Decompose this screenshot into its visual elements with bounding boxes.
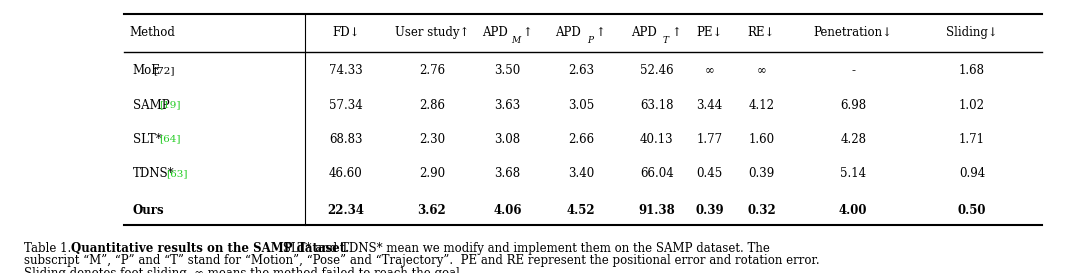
- Text: [64]: [64]: [160, 135, 181, 144]
- Text: 2.63: 2.63: [568, 64, 594, 78]
- Text: 0.32: 0.32: [747, 204, 775, 217]
- Text: [19]: [19]: [160, 101, 181, 109]
- Text: 57.34: 57.34: [328, 99, 363, 112]
- Text: 1.77: 1.77: [697, 133, 723, 146]
- Text: 2.66: 2.66: [568, 133, 594, 146]
- Text: 1.68: 1.68: [959, 64, 985, 78]
- Text: 1.60: 1.60: [748, 133, 774, 146]
- Text: 91.38: 91.38: [638, 204, 675, 217]
- Text: 0.39: 0.39: [748, 167, 774, 180]
- Text: Quantitative results on the SAMP dataset.: Quantitative results on the SAMP dataset…: [71, 242, 350, 255]
- Text: ↑: ↑: [522, 26, 532, 39]
- Text: [72]: [72]: [153, 67, 175, 75]
- Text: 3.68: 3.68: [495, 167, 521, 180]
- Text: 3.50: 3.50: [495, 64, 521, 78]
- Text: APD: APD: [482, 26, 508, 39]
- Text: Ours: Ours: [133, 204, 164, 217]
- Text: Penetration↓: Penetration↓: [813, 26, 893, 39]
- Text: 6.98: 6.98: [840, 99, 866, 112]
- Text: 1.02: 1.02: [959, 99, 985, 112]
- Text: 0.94: 0.94: [959, 167, 985, 180]
- Text: RE↓: RE↓: [747, 26, 775, 39]
- Text: Method: Method: [130, 26, 175, 39]
- Text: 63.18: 63.18: [639, 99, 674, 112]
- Text: 66.04: 66.04: [639, 167, 674, 180]
- Text: SLT* and TDNS* mean we modify and implement them on the SAMP dataset. The: SLT* and TDNS* mean we modify and implem…: [279, 242, 770, 255]
- Text: 4.06: 4.06: [494, 204, 522, 217]
- Text: User study↑: User study↑: [395, 26, 469, 39]
- Text: 4.12: 4.12: [748, 99, 774, 112]
- Text: 3.62: 3.62: [418, 204, 446, 217]
- Text: -: -: [851, 64, 855, 78]
- Text: 2.90: 2.90: [419, 167, 445, 180]
- Text: 1.71: 1.71: [959, 133, 985, 146]
- Text: 2.76: 2.76: [419, 64, 445, 78]
- Text: 4.52: 4.52: [567, 204, 595, 217]
- Text: 4.28: 4.28: [840, 133, 866, 146]
- Text: MoE: MoE: [133, 64, 161, 78]
- Text: ∞: ∞: [756, 64, 767, 78]
- Text: 3.44: 3.44: [697, 99, 723, 112]
- Text: Sliding↓: Sliding↓: [946, 26, 998, 39]
- Text: 68.83: 68.83: [328, 133, 363, 146]
- Text: 52.46: 52.46: [639, 64, 674, 78]
- Text: SAMP: SAMP: [133, 99, 170, 112]
- Text: 0.45: 0.45: [697, 167, 723, 180]
- Text: Sliding denotes foot sliding. ∞ means the method failed to reach the goal.: Sliding denotes foot sliding. ∞ means th…: [24, 267, 463, 273]
- Text: PE↓: PE↓: [697, 26, 723, 39]
- Text: 46.60: 46.60: [328, 167, 363, 180]
- Text: 40.13: 40.13: [639, 133, 674, 146]
- Text: 3.40: 3.40: [568, 167, 594, 180]
- Text: APD: APD: [555, 26, 581, 39]
- Text: subscript “M”, “P” and “T” stand for “Motion”, “Pose” and “Trajectory”.  PE and : subscript “M”, “P” and “T” stand for “Mo…: [24, 254, 820, 268]
- Text: [63]: [63]: [166, 169, 188, 178]
- Text: 5.14: 5.14: [840, 167, 866, 180]
- Text: 3.08: 3.08: [495, 133, 521, 146]
- Text: 3.63: 3.63: [495, 99, 521, 112]
- Text: 22.34: 22.34: [327, 204, 364, 217]
- Text: ↑: ↑: [671, 26, 681, 39]
- Text: APD: APD: [631, 26, 657, 39]
- Text: FD↓: FD↓: [332, 26, 360, 39]
- Text: ↑: ↑: [595, 26, 606, 39]
- Text: 0.39: 0.39: [696, 204, 724, 217]
- Text: P: P: [586, 37, 593, 45]
- Text: 0.50: 0.50: [958, 204, 986, 217]
- Text: M: M: [512, 37, 521, 45]
- Text: Table 1.: Table 1.: [24, 242, 75, 255]
- Text: 4.00: 4.00: [839, 204, 867, 217]
- Text: 2.30: 2.30: [419, 133, 445, 146]
- Text: ∞: ∞: [704, 64, 715, 78]
- Text: T: T: [662, 37, 669, 45]
- Text: 2.86: 2.86: [419, 99, 445, 112]
- Text: 3.05: 3.05: [568, 99, 594, 112]
- Text: 74.33: 74.33: [328, 64, 363, 78]
- Text: TDNS*: TDNS*: [133, 167, 175, 180]
- Text: SLT*: SLT*: [133, 133, 162, 146]
